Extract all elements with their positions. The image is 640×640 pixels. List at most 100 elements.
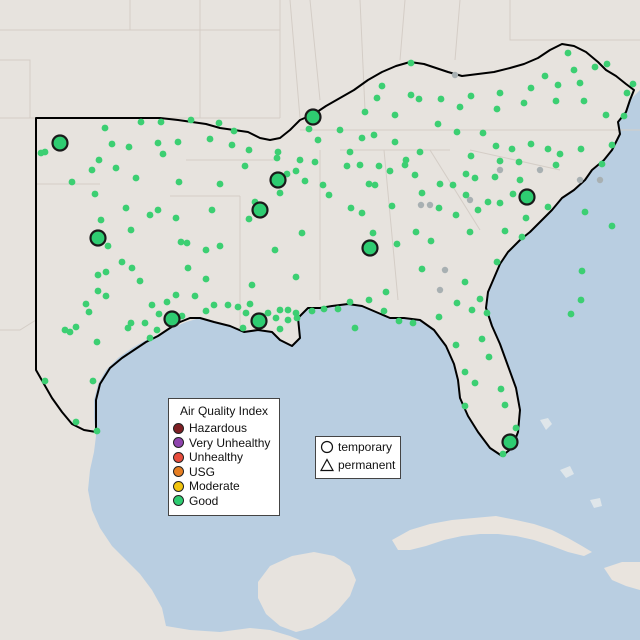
station-marker[interactable] xyxy=(461,402,469,410)
station-marker[interactable] xyxy=(452,341,460,349)
station-marker[interactable] xyxy=(320,305,328,313)
station-marker[interactable] xyxy=(581,208,589,216)
station-marker[interactable] xyxy=(496,199,504,207)
station-marker[interactable] xyxy=(210,301,218,309)
station-marker[interactable] xyxy=(274,148,282,156)
temporary-monitor-marker[interactable] xyxy=(89,229,107,247)
station-marker[interactable] xyxy=(484,198,492,206)
station-marker[interactable] xyxy=(245,215,253,223)
station-marker[interactable] xyxy=(245,146,253,154)
station-marker[interactable] xyxy=(373,94,381,102)
station-marker[interactable] xyxy=(576,79,584,87)
station-marker[interactable] xyxy=(276,306,284,314)
station-marker[interactable] xyxy=(499,450,507,458)
station-marker[interactable] xyxy=(202,275,210,283)
inactive-station-marker[interactable] xyxy=(451,71,459,79)
station-marker[interactable] xyxy=(509,190,517,198)
station-marker[interactable] xyxy=(154,139,162,147)
station-marker[interactable] xyxy=(391,111,399,119)
station-marker[interactable] xyxy=(206,135,214,143)
station-marker[interactable] xyxy=(93,427,101,435)
station-marker[interactable] xyxy=(462,191,470,199)
station-marker[interactable] xyxy=(284,316,292,324)
station-marker[interactable] xyxy=(629,80,637,88)
station-marker[interactable] xyxy=(132,174,140,182)
station-marker[interactable] xyxy=(230,127,238,135)
station-marker[interactable] xyxy=(554,81,562,89)
station-marker[interactable] xyxy=(391,138,399,146)
station-marker[interactable] xyxy=(85,308,93,316)
temporary-monitor-marker[interactable] xyxy=(304,108,322,126)
station-marker[interactable] xyxy=(608,222,616,230)
station-marker[interactable] xyxy=(202,307,210,315)
station-marker[interactable] xyxy=(82,300,90,308)
station-marker[interactable] xyxy=(101,124,109,132)
station-marker[interactable] xyxy=(370,131,378,139)
station-marker[interactable] xyxy=(497,385,505,393)
station-marker[interactable] xyxy=(61,326,69,334)
station-marker[interactable] xyxy=(118,258,126,266)
station-marker[interactable] xyxy=(174,138,182,146)
station-marker[interactable] xyxy=(620,112,628,120)
station-marker[interactable] xyxy=(552,161,560,169)
station-marker[interactable] xyxy=(136,277,144,285)
station-marker[interactable] xyxy=(570,66,578,74)
station-marker[interactable] xyxy=(436,180,444,188)
station-marker[interactable] xyxy=(479,129,487,137)
station-marker[interactable] xyxy=(104,242,112,250)
inactive-station-marker[interactable] xyxy=(596,176,604,184)
temporary-monitor-marker[interactable] xyxy=(501,433,519,451)
station-marker[interactable] xyxy=(276,189,284,197)
station-marker[interactable] xyxy=(492,142,500,150)
station-marker[interactable] xyxy=(157,118,165,126)
station-marker[interactable] xyxy=(241,162,249,170)
station-marker[interactable] xyxy=(292,167,300,175)
station-marker[interactable] xyxy=(577,145,585,153)
station-marker[interactable] xyxy=(467,152,475,160)
station-marker[interactable] xyxy=(234,303,242,311)
inactive-station-marker[interactable] xyxy=(417,201,425,209)
station-marker[interactable] xyxy=(409,319,417,327)
station-marker[interactable] xyxy=(365,180,373,188)
temporary-monitor-marker[interactable] xyxy=(163,310,181,328)
station-marker[interactable] xyxy=(172,214,180,222)
station-marker[interactable] xyxy=(388,202,396,210)
station-marker[interactable] xyxy=(453,128,461,136)
station-marker[interactable] xyxy=(378,82,386,90)
station-marker[interactable] xyxy=(527,140,535,148)
station-marker[interactable] xyxy=(163,298,171,306)
station-marker[interactable] xyxy=(273,154,281,162)
station-marker[interactable] xyxy=(191,292,199,300)
station-marker[interactable] xyxy=(471,174,479,182)
station-marker[interactable] xyxy=(276,325,284,333)
station-marker[interactable] xyxy=(88,166,96,174)
station-marker[interactable] xyxy=(356,161,364,169)
station-marker[interactable] xyxy=(411,171,419,179)
station-marker[interactable] xyxy=(153,326,161,334)
station-marker[interactable] xyxy=(598,160,606,168)
station-marker[interactable] xyxy=(146,334,154,342)
station-marker[interactable] xyxy=(395,317,403,325)
station-marker[interactable] xyxy=(127,319,135,327)
station-marker[interactable] xyxy=(137,118,145,126)
station-marker[interactable] xyxy=(172,291,180,299)
station-marker[interactable] xyxy=(93,338,101,346)
inactive-station-marker[interactable] xyxy=(426,201,434,209)
station-marker[interactable] xyxy=(216,180,224,188)
station-marker[interactable] xyxy=(544,145,552,153)
inactive-station-marker[interactable] xyxy=(536,166,544,174)
station-marker[interactable] xyxy=(183,239,191,247)
inactive-station-marker[interactable] xyxy=(436,286,444,294)
station-marker[interactable] xyxy=(418,265,426,273)
station-marker[interactable] xyxy=(146,211,154,219)
station-marker[interactable] xyxy=(407,59,415,67)
station-marker[interactable] xyxy=(308,307,316,315)
station-marker[interactable] xyxy=(434,120,442,128)
inactive-station-marker[interactable] xyxy=(576,176,584,184)
station-marker[interactable] xyxy=(72,323,80,331)
station-marker[interactable] xyxy=(478,335,486,343)
station-marker[interactable] xyxy=(325,191,333,199)
station-marker[interactable] xyxy=(272,314,280,322)
station-marker[interactable] xyxy=(293,314,301,322)
station-marker[interactable] xyxy=(343,162,351,170)
